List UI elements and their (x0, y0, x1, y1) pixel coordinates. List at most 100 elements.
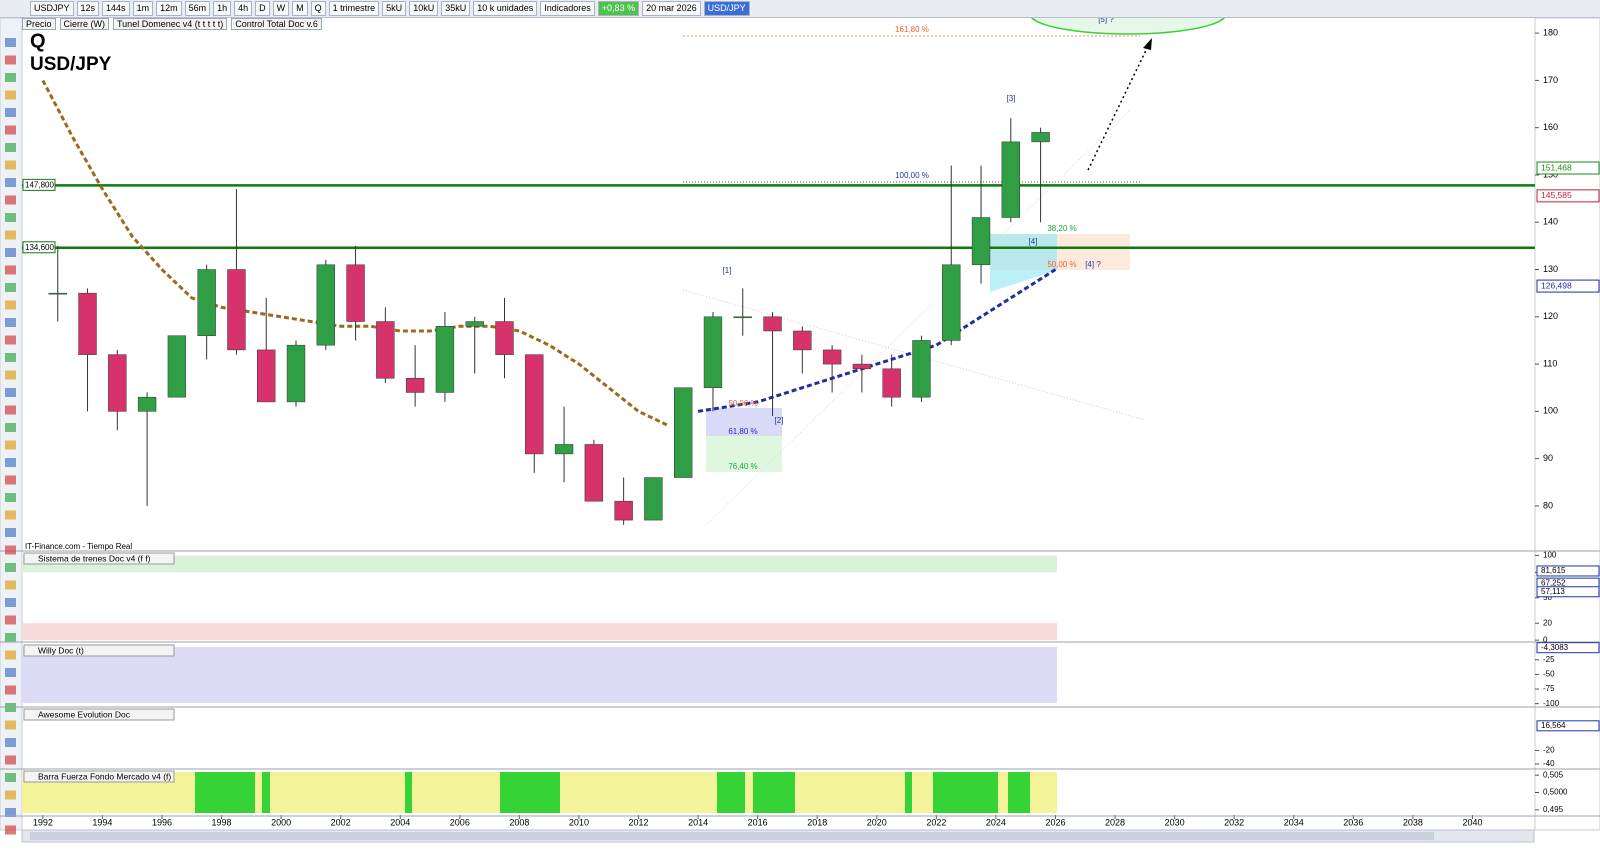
scroll-thumb[interactable] (30, 832, 1434, 840)
y-tick-label: 20 (1543, 618, 1552, 627)
tool-icon (5, 510, 16, 520)
tool-icon (5, 598, 16, 607)
price-label-box (1536, 279, 1600, 293)
fib-zone (706, 436, 782, 472)
legend-item[interactable]: Cierre (W) (59, 18, 110, 30)
x-tick-label: 2002 (331, 817, 351, 827)
panel-band (22, 647, 1057, 703)
y-tick-label: 170 (1543, 75, 1558, 85)
x-tick-label: 2010 (569, 817, 589, 827)
legend-row: Precio Cierre (W) Tunel Domenec v4 (t t t … (22, 18, 322, 30)
candle-body (197, 269, 216, 336)
y-tick-label: 0,495 (1543, 805, 1564, 814)
tool-icon (5, 178, 16, 187)
tool-icon (5, 213, 16, 222)
value-marker-label: -4,3083 (1541, 643, 1569, 652)
tool-icon (5, 528, 16, 537)
channel-line (682, 289, 1146, 421)
tool-icon (5, 650, 16, 660)
strength-block (405, 772, 412, 813)
tool-icon (5, 73, 16, 82)
candle-body (78, 292, 97, 355)
legend-item[interactable]: Tunel Domenec v4 (t t t t t) (113, 18, 228, 30)
indicators-button[interactable]: Indicadores (540, 1, 595, 16)
unit-button[interactable]: 35kU (441, 1, 471, 16)
tool-icon (5, 755, 16, 765)
panel-title: Willy Doc (t) (38, 645, 84, 655)
tool-icon (5, 160, 16, 170)
timeframe-button[interactable]: 1h (213, 1, 232, 16)
annotation: [3] (1007, 94, 1016, 103)
annotation: [4] ? (1085, 260, 1101, 269)
strength-block (933, 772, 998, 813)
tool-icon (5, 55, 16, 65)
tool-icon (5, 353, 16, 362)
y-tick-label: 100 (1543, 550, 1557, 559)
timeframe-button[interactable]: 1m (132, 1, 154, 16)
annotation: 76,40 % (728, 462, 757, 471)
candle-body (674, 387, 693, 478)
y-tick-label: 130 (1543, 264, 1558, 274)
candle-body (435, 326, 455, 393)
candle-body (137, 396, 157, 412)
level-label-box (22, 178, 56, 191)
tool-icon (5, 668, 16, 677)
candle-body (584, 444, 604, 502)
candle-body (257, 349, 276, 403)
candle-body (614, 500, 633, 521)
tool-icon (5, 143, 16, 152)
x-tick-label: 2026 (1045, 817, 1065, 827)
strength-block (500, 772, 560, 813)
y-tick-label: 0 (1543, 635, 1548, 644)
legend-item[interactable]: Precio (22, 18, 56, 30)
tool-icon (5, 423, 16, 432)
unit-button[interactable]: 5kU (382, 1, 407, 16)
price-label-box (1536, 161, 1600, 175)
tool-icon (5, 265, 16, 275)
annotation: [1] (723, 266, 732, 275)
timeframe-button[interactable]: 144s (102, 1, 130, 16)
timeframe-button[interactable]: 56m (184, 1, 211, 16)
y-tick-label: 110 (1543, 358, 1557, 368)
tool-icon (5, 685, 16, 695)
timeframe-button[interactable]: 12s (76, 1, 100, 16)
annotation: 50,00 % (1047, 260, 1076, 269)
value-marker (1536, 586, 1600, 598)
timeframe-button[interactable]: Q (310, 1, 326, 16)
candle-body (465, 321, 484, 327)
timeframe-button[interactable]: M (292, 1, 308, 16)
x-tick-label: 2028 (1105, 817, 1125, 827)
y-tick-label: 140 (1543, 217, 1558, 227)
panel-band (22, 555, 1057, 573)
unit-button[interactable]: 10kU (409, 1, 439, 16)
timeframe-button[interactable]: W (272, 1, 290, 16)
timeframe-button[interactable]: 12m (156, 1, 182, 16)
x-tick-label: 2040 (1462, 817, 1482, 827)
x-tick-label: 1994 (92, 817, 112, 827)
candle-body (1031, 132, 1050, 143)
strength-block (262, 772, 270, 813)
tool-icon (5, 283, 16, 292)
value-marker (1536, 565, 1600, 577)
legend-item[interactable]: Control Total Doc v.6 (231, 18, 322, 30)
x-tick-label: 2016 (748, 817, 768, 827)
period-select[interactable]: 1 trimestre (328, 1, 380, 16)
y-tick-label: 90 (1543, 453, 1553, 463)
symbol-select[interactable]: USDJPY (30, 1, 74, 16)
timeframe-button[interactable]: 4h (234, 1, 253, 16)
tool-icon (5, 38, 16, 47)
unit-select[interactable]: 10 k unidades (473, 1, 538, 16)
y-tick-label: -20 (1543, 746, 1555, 755)
timeframe-button[interactable]: D (255, 1, 270, 16)
y-tick-label: 180 (1543, 28, 1558, 38)
tool-icon (5, 808, 16, 817)
x-tick-label: 2004 (390, 817, 410, 827)
strength-block (753, 772, 795, 813)
y-tick-label: 0,505 (1543, 770, 1564, 779)
candle-body (793, 330, 812, 351)
value-marker-label: 67,252 (1541, 578, 1566, 587)
y-tick-label: 160 (1543, 122, 1558, 132)
candle-body (942, 264, 961, 341)
annotation: [5] ? (1098, 15, 1114, 24)
